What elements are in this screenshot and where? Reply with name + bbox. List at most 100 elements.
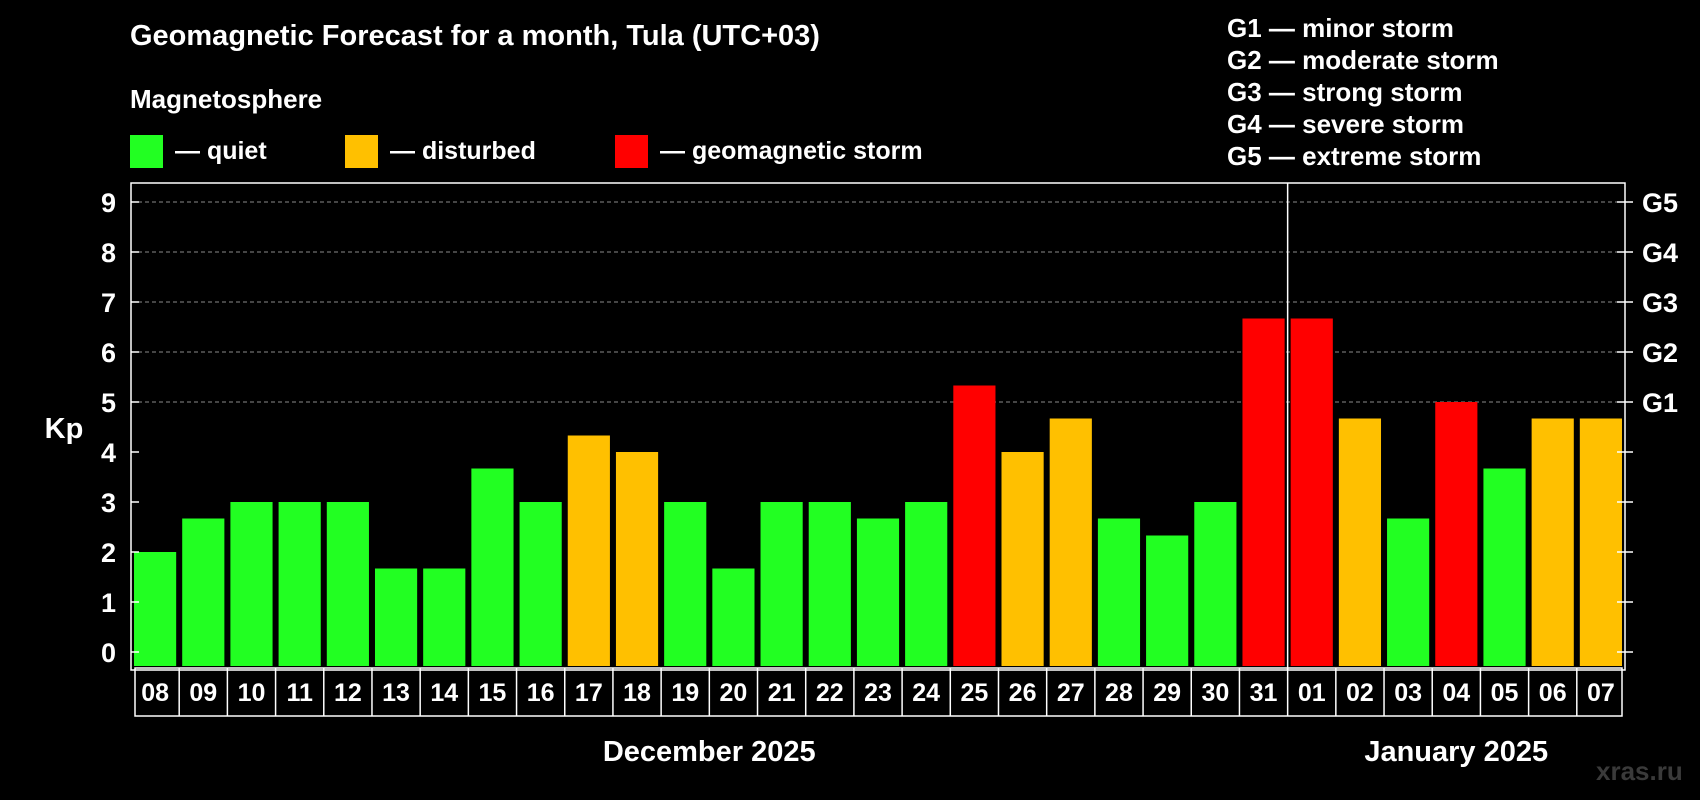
g-level-label-G3: G3	[1642, 288, 1678, 318]
g-level-label-G1: G1	[1642, 388, 1678, 418]
bar-21-13	[760, 502, 803, 666]
plot-frame	[130, 182, 1626, 671]
date-label-10-2: 10	[238, 679, 266, 707]
date-label-21-13: 21	[768, 679, 796, 707]
date-row-frame	[134, 667, 1623, 717]
bar-03-26	[1387, 518, 1430, 666]
bar-26-18	[1001, 452, 1044, 666]
bar-16-8	[519, 502, 562, 666]
bar-02-25	[1338, 418, 1382, 666]
date-label-02-25: 02	[1346, 679, 1374, 707]
date-label-08-0: 08	[141, 679, 169, 707]
date-label-19-11: 19	[671, 679, 699, 707]
date-label-17-9: 17	[575, 679, 603, 707]
date-label-01-24: 01	[1298, 679, 1326, 707]
g-level-label-G4: G4	[1642, 238, 1678, 268]
g-scale-item-g5: G5 — extreme storm	[1227, 141, 1482, 171]
bar-01-24	[1290, 318, 1333, 666]
bar-06-29	[1531, 418, 1574, 666]
bar-30-22	[1194, 502, 1237, 666]
bar-29-21	[1146, 535, 1189, 666]
bar-13-5	[374, 568, 418, 666]
y-tick-label-4: 4	[101, 438, 116, 468]
bar-31-23	[1242, 318, 1285, 666]
y-tick-label-7: 7	[101, 288, 116, 318]
y-tick-label-3: 3	[101, 488, 116, 518]
y-tick-label-0: 0	[101, 638, 116, 668]
date-label-28-20: 28	[1105, 679, 1133, 707]
bar-07-30	[1579, 418, 1622, 666]
month-label-january: January 2025	[1364, 736, 1549, 768]
bar-14-6	[423, 568, 466, 666]
y-tick-label-8: 8	[101, 238, 116, 268]
date-label-06-29: 06	[1539, 679, 1567, 707]
date-label-20-12: 20	[720, 679, 748, 707]
bar-28-20	[1097, 518, 1141, 666]
g-scale-item-g1: G1 — minor storm	[1227, 13, 1454, 43]
bar-17-9	[567, 435, 610, 666]
watermark: xras.ru	[1596, 756, 1683, 786]
y-tick-label-2: 2	[101, 538, 116, 568]
month-label-december: December 2025	[602, 736, 816, 768]
date-label-14-6: 14	[430, 679, 458, 707]
g-level-label-G2: G2	[1642, 338, 1678, 368]
date-label-11-3: 11	[286, 679, 313, 707]
date-label-09-1: 09	[189, 679, 217, 707]
bar-20-12	[712, 568, 755, 666]
g-scale-list: G1 — minor storm G2 — moderate storm G3 …	[1227, 12, 1499, 172]
date-label-23-15: 23	[864, 679, 892, 707]
bar-10-2	[230, 502, 273, 666]
y-tick-label-5: 5	[101, 388, 116, 418]
date-label-13-5: 13	[382, 679, 410, 707]
bar-25-17	[953, 385, 996, 666]
date-label-30-22: 30	[1201, 679, 1229, 707]
g-scale-item-g4: G4 — severe storm	[1227, 109, 1465, 139]
date-label-22-14: 22	[816, 679, 844, 707]
legend-swatch-quiet	[130, 134, 163, 168]
date-label-29-21: 29	[1153, 679, 1181, 707]
legend-swatch-disturbed	[345, 134, 378, 168]
date-label-27-19: 27	[1057, 679, 1085, 707]
legend-title: Magnetosphere	[130, 84, 323, 114]
bar-05-28	[1483, 468, 1526, 666]
y-tick-label-6: 6	[101, 338, 116, 368]
date-label-15-7: 15	[479, 679, 507, 707]
bar-11-3	[278, 502, 321, 666]
bar-24-16	[905, 502, 948, 666]
date-label-24-16: 24	[912, 679, 940, 707]
legend-label-storm: — geomagnetic storm	[660, 136, 923, 165]
bar-09-1	[182, 518, 225, 666]
date-label-31-23: 31	[1250, 679, 1278, 707]
bar-12-4	[326, 502, 369, 666]
g-scale-item-g2: G2 — moderate storm	[1227, 45, 1499, 75]
date-label-18-10: 18	[623, 679, 651, 707]
date-label-25-17: 25	[960, 679, 988, 707]
date-label-04-27: 04	[1442, 679, 1470, 707]
date-label-12-4: 12	[334, 679, 362, 707]
bar-08-0	[134, 552, 177, 666]
chart-title: Geomagnetic Forecast for a month, Tula (…	[130, 20, 820, 52]
bar-27-19	[1049, 418, 1092, 666]
legend-item-disturbed: — disturbed	[345, 134, 536, 168]
y-tick-label-9: 9	[101, 188, 116, 218]
date-label-16-8: 16	[527, 679, 555, 707]
date-label-26-18: 26	[1009, 679, 1037, 707]
date-label-07-30: 07	[1587, 679, 1615, 707]
y-axis-label: Kp	[45, 413, 84, 445]
legend-label-quiet: — quiet	[175, 136, 267, 165]
bar-19-11	[664, 502, 707, 666]
legend-item-quiet: — quiet	[130, 134, 267, 168]
bar-22-14	[808, 502, 851, 666]
g-level-label-G5: G5	[1642, 188, 1678, 218]
legend-item-storm: — geomagnetic storm	[615, 134, 923, 168]
y-tick-label-1: 1	[101, 588, 116, 618]
bar-18-10	[615, 452, 659, 666]
bar-04-27	[1435, 402, 1478, 666]
legend-swatch-storm	[615, 134, 648, 168]
bar-23-15	[856, 518, 900, 666]
date-label-03-26: 03	[1394, 679, 1422, 707]
g-scale-item-g3: G3 — strong storm	[1227, 77, 1463, 107]
date-label-05-28: 05	[1491, 679, 1519, 707]
bar-15-7	[471, 468, 514, 666]
